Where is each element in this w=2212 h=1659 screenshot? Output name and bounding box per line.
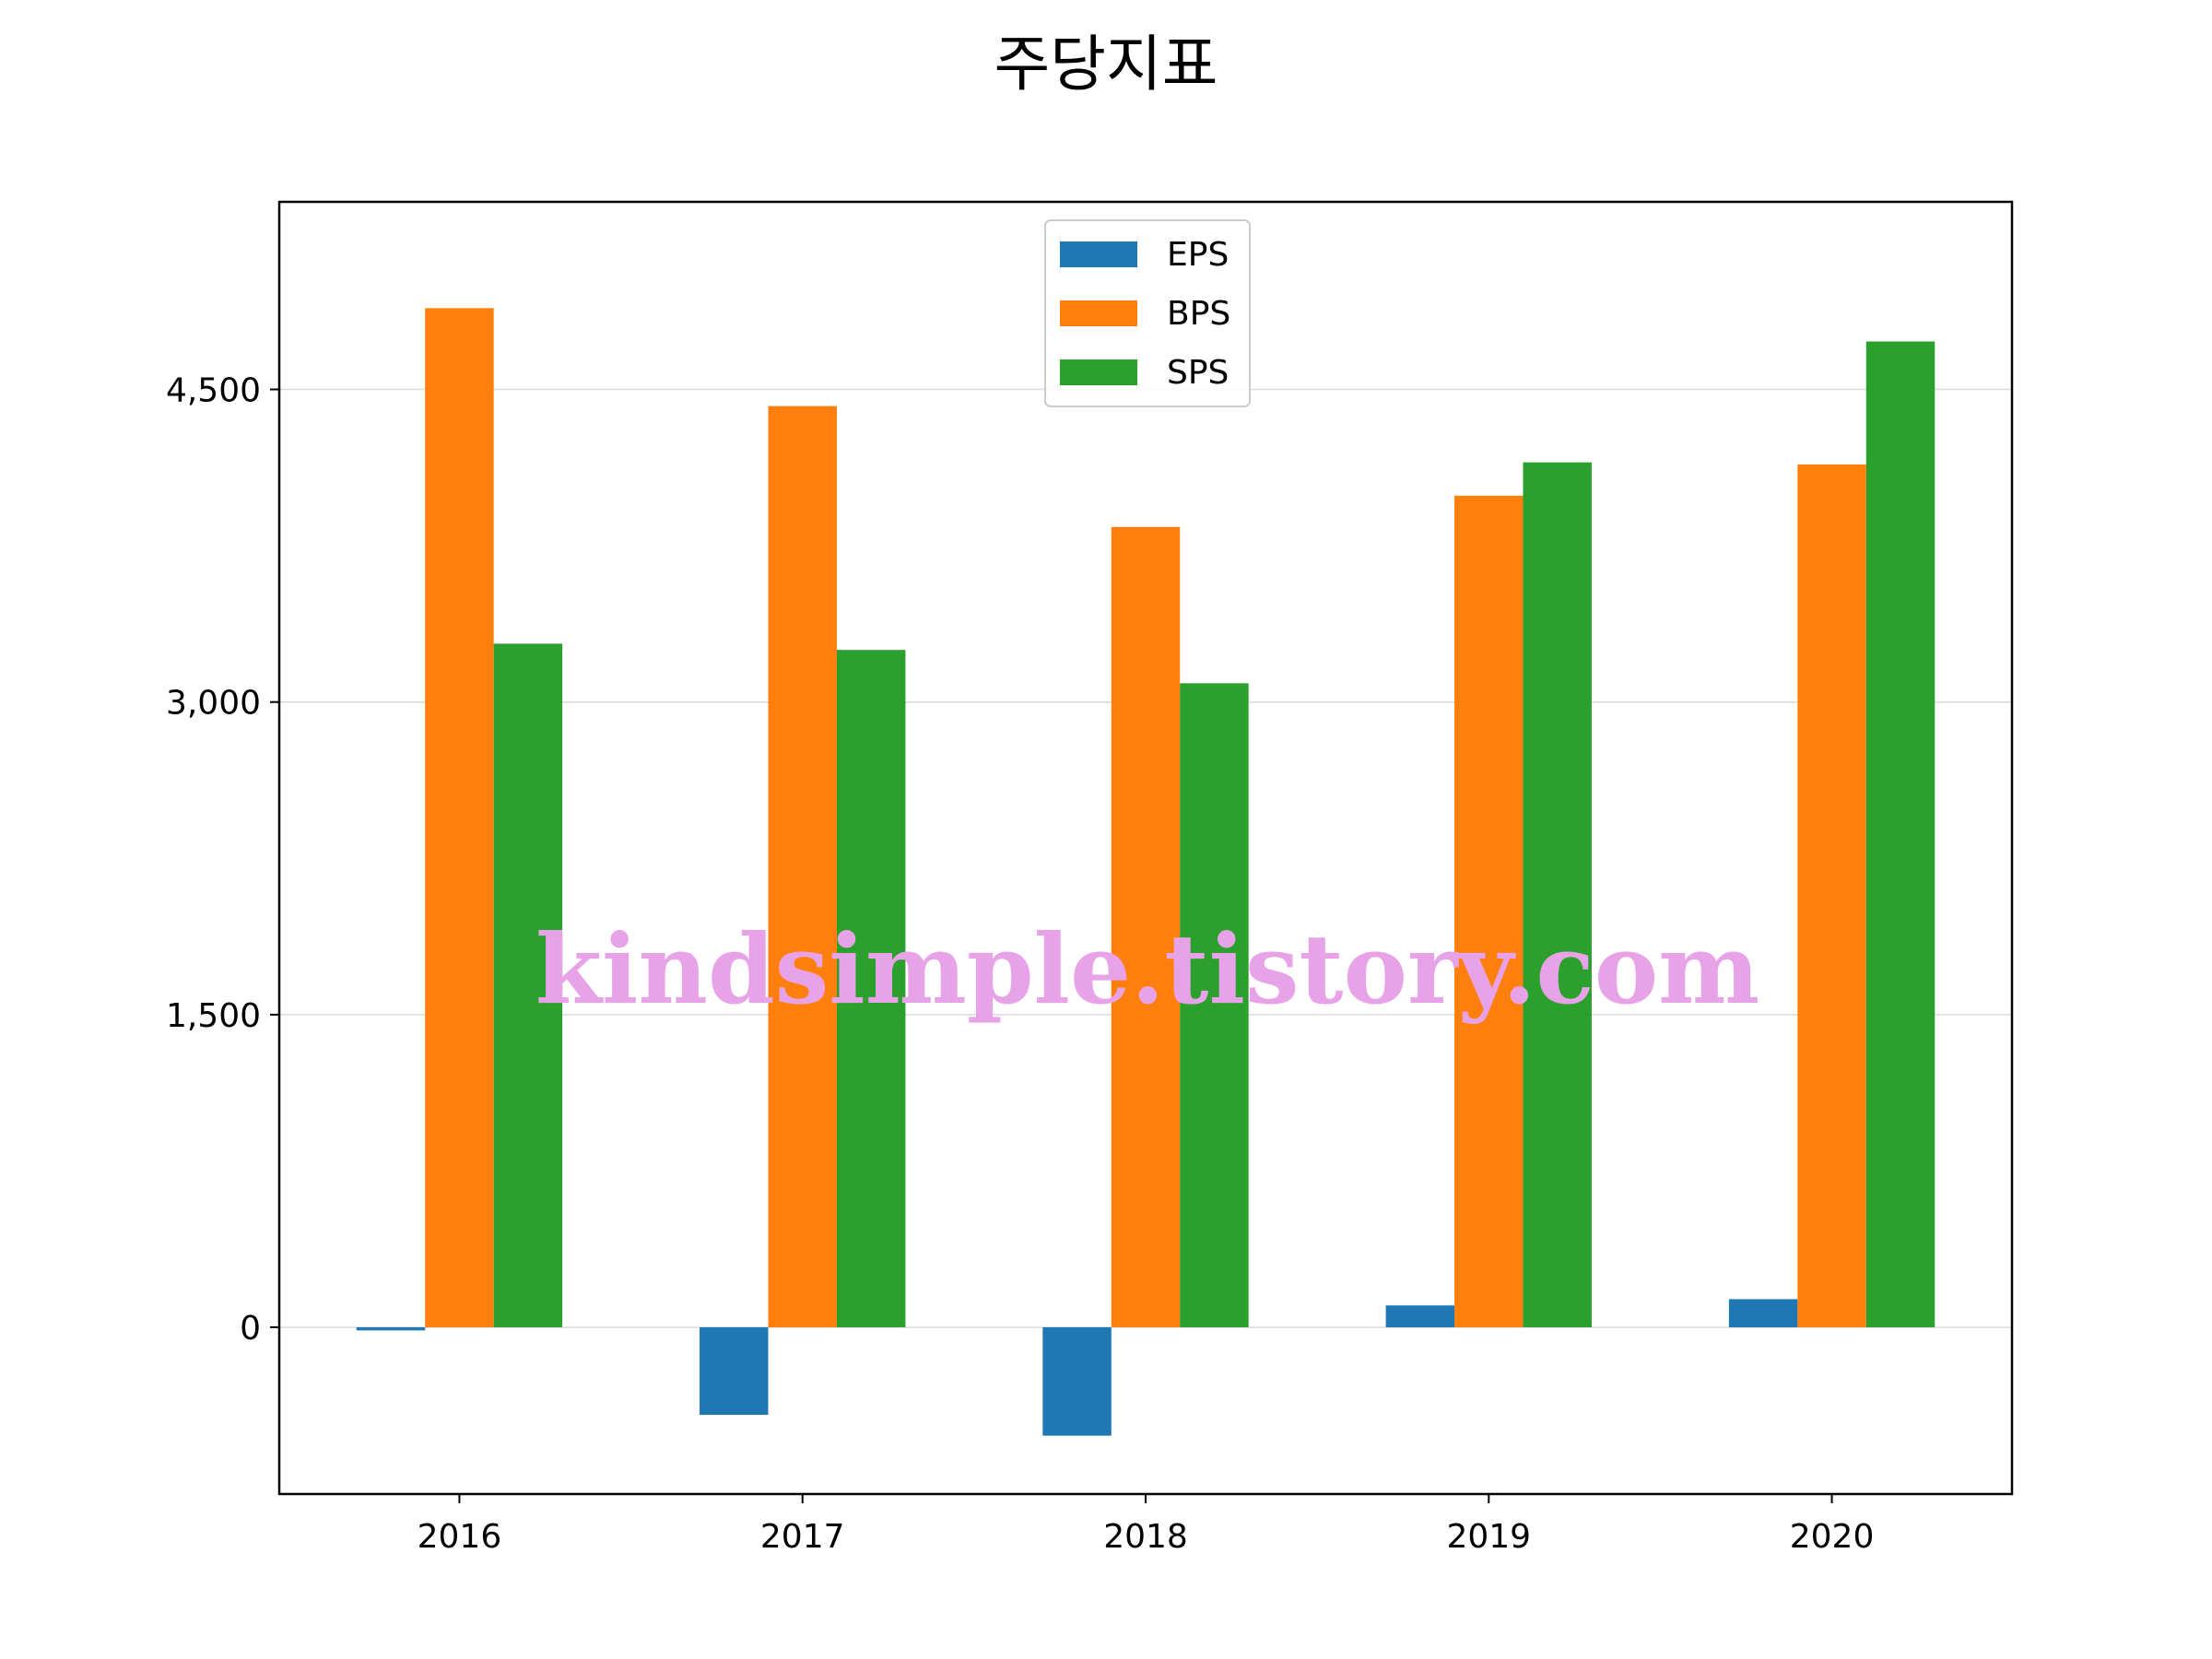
legend-label: BPS bbox=[1167, 295, 1230, 333]
bar-eps bbox=[1385, 1305, 1455, 1328]
y-tick-label: 4,500 bbox=[166, 372, 261, 410]
legend: EPS BPS SPS bbox=[1044, 219, 1251, 407]
bar-eps bbox=[1728, 1299, 1798, 1328]
y-tick-label: 0 bbox=[240, 1310, 261, 1347]
bar-eps bbox=[700, 1327, 769, 1416]
x-tick-label: 2018 bbox=[1103, 1518, 1188, 1556]
chart-title: 주당지표 bbox=[994, 29, 1218, 100]
bar-sps bbox=[836, 650, 906, 1328]
bars bbox=[356, 308, 1936, 1436]
legend-label: EPS bbox=[1167, 236, 1229, 274]
bar-bps bbox=[1111, 526, 1181, 1328]
bar-bps bbox=[1454, 495, 1524, 1328]
y-tick-label: 3,000 bbox=[166, 685, 261, 723]
bar-sps bbox=[1865, 341, 1936, 1328]
y-tick-label: 1,500 bbox=[166, 997, 261, 1035]
bar-bps bbox=[1797, 464, 1866, 1328]
bar-bps bbox=[425, 308, 494, 1328]
bar-eps bbox=[1042, 1327, 1112, 1436]
legend-swatch bbox=[1060, 359, 1137, 385]
bar-eps bbox=[356, 1327, 426, 1331]
bar-sps bbox=[493, 643, 563, 1328]
x-tick-label: 2017 bbox=[760, 1518, 845, 1556]
watermark-text: kindsimple.tistory.com bbox=[535, 912, 1759, 1026]
x-tick-label: 2019 bbox=[1446, 1518, 1531, 1556]
bar-sps bbox=[1523, 462, 1592, 1328]
x-tick-label: 2020 bbox=[1790, 1518, 1875, 1556]
legend-swatch bbox=[1060, 300, 1137, 326]
legend-swatch bbox=[1060, 241, 1137, 267]
bar-bps bbox=[768, 406, 837, 1328]
bar-sps bbox=[1180, 683, 1249, 1328]
x-tick-label: 2016 bbox=[418, 1518, 502, 1556]
legend-label: SPS bbox=[1167, 354, 1229, 392]
axes: 0 1,500 3,000 4,500 2016 2017 2018 2019 2020 bbox=[166, 372, 1874, 1556]
